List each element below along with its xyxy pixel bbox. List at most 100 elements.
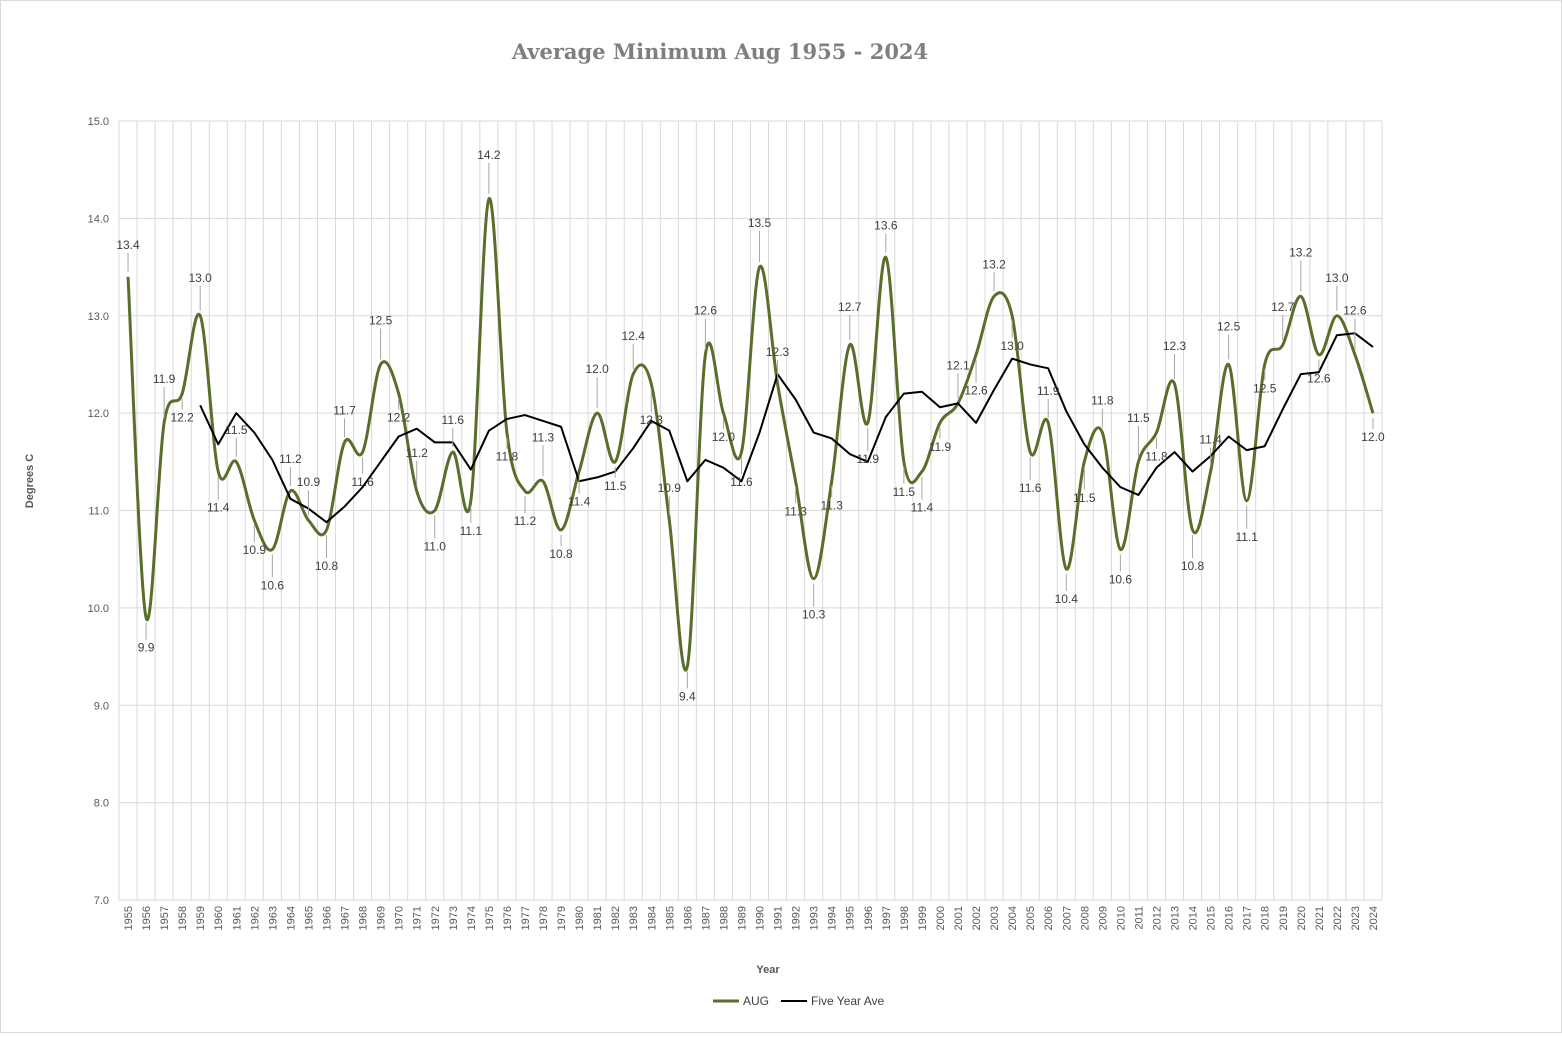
- data-label: 10.8: [549, 547, 573, 561]
- data-label: 11.1: [460, 524, 483, 538]
- data-label: 10.8: [1181, 559, 1205, 573]
- data-label: 13.0: [1000, 339, 1024, 353]
- x-tick-label: 1999: [917, 906, 929, 930]
- x-tick-label: 2008: [1079, 906, 1091, 930]
- x-tick-label: 2014: [1188, 906, 1200, 930]
- x-tick-label: 2012: [1151, 906, 1163, 930]
- data-label: 11.5: [1127, 411, 1150, 425]
- data-label: 11.4: [568, 495, 591, 509]
- x-tick-label: 1968: [358, 906, 370, 930]
- data-label: 9.9: [138, 641, 155, 655]
- y-tick-label: 11.0: [88, 506, 109, 518]
- x-tick-label: 2007: [1061, 906, 1073, 930]
- x-tick-label: 1972: [430, 906, 442, 930]
- data-label: 13.0: [1325, 271, 1349, 285]
- x-tick-label: 1990: [755, 906, 767, 930]
- y-tick-label: 9.0: [94, 700, 109, 712]
- x-tick-label: 2016: [1224, 906, 1236, 930]
- plot-grid: [118, 120, 1383, 901]
- data-label: 11.8: [496, 450, 519, 464]
- data-label: 11.4: [207, 501, 230, 515]
- data-label: 10.9: [297, 475, 321, 489]
- data-label: 9.4: [679, 689, 696, 703]
- x-tick-label: 1985: [664, 906, 676, 930]
- x-tick-label: 1971: [412, 906, 424, 930]
- data-label: 10.9: [658, 481, 682, 495]
- data-label: 12.5: [369, 313, 393, 327]
- x-tick-label: 2021: [1314, 906, 1326, 930]
- x-tick-label: 1975: [484, 906, 496, 930]
- data-label: 13.4: [116, 238, 140, 252]
- data-label: 12.4: [622, 329, 646, 343]
- data-label: 11.9: [929, 440, 952, 454]
- y-tick-label: 15.0: [88, 116, 109, 128]
- data-label: 12.6: [1343, 304, 1367, 318]
- data-label: 11.6: [730, 475, 753, 489]
- x-tick-label: 2024: [1368, 906, 1380, 930]
- data-label: 11.5: [225, 423, 248, 437]
- data-label: 10.4: [1055, 592, 1079, 606]
- x-tick-label: 2001: [953, 906, 965, 930]
- x-tick-label: 1996: [863, 906, 875, 930]
- legend-label-five-year-ave: Five Year Ave: [811, 994, 884, 1008]
- x-tick-label: 1998: [899, 906, 911, 930]
- data-label: 12.5: [1217, 319, 1241, 333]
- y-tick-label: 12.0: [88, 408, 109, 420]
- y-tick-label: 10.0: [88, 603, 109, 615]
- x-tick-label: 2004: [1007, 906, 1019, 930]
- data-label: 10.6: [1109, 572, 1133, 586]
- data-label: 12.2: [170, 411, 194, 425]
- data-label: 11.3: [820, 498, 843, 512]
- data-label: 12.6: [1307, 372, 1331, 386]
- data-label: 11.6: [442, 413, 465, 427]
- x-tick-label: 2017: [1242, 906, 1254, 930]
- data-label: 13.2: [982, 257, 1006, 271]
- data-label: 11.3: [784, 504, 807, 518]
- y-tick-label: 14.0: [88, 213, 109, 225]
- x-tick-label: 1994: [827, 906, 839, 930]
- x-tick-label: 1989: [736, 906, 748, 930]
- x-tick-label: 1966: [321, 906, 333, 930]
- data-label: 11.2: [279, 452, 302, 466]
- y-tick-label: 8.0: [94, 798, 109, 810]
- data-labels: 13.4 9.9 11.9 12.2 13.0 11.4 11.5 10.9 10.6 11.2 1…: [116, 148, 1385, 703]
- x-tick-label: 1959: [195, 906, 207, 930]
- data-label: 11.6: [1019, 481, 1042, 495]
- data-label: 11.4: [1199, 433, 1222, 447]
- x-tick-label: 1958: [177, 906, 189, 930]
- data-label: 13.6: [874, 218, 898, 232]
- y-axis-ticks: 7.0 8.0 9.0 10.0 11.0 12.0 13.0 14.0 15.0: [88, 116, 109, 907]
- data-label: 11.4: [911, 501, 934, 515]
- x-tick-label: 1980: [574, 906, 586, 930]
- data-label: 10.6: [261, 578, 285, 592]
- x-tick-label: 1961: [231, 906, 243, 930]
- data-label: 14.2: [477, 148, 501, 162]
- x-tick-label: 2005: [1025, 906, 1037, 930]
- data-label: 11.8: [1145, 450, 1168, 464]
- x-tick-label: 2023: [1350, 906, 1362, 930]
- data-label: 12.0: [585, 362, 609, 376]
- x-tick-label: 1983: [628, 906, 640, 930]
- x-tick-label: 1973: [448, 906, 460, 930]
- x-tick-label: 1986: [682, 906, 694, 930]
- x-tick-label: 2009: [1097, 906, 1109, 930]
- x-tick-label: 2002: [971, 906, 983, 930]
- x-axis-title: Year: [756, 964, 780, 976]
- data-label: 12.7: [1271, 300, 1295, 314]
- data-label: 11.5: [604, 479, 627, 493]
- data-label: 11.5: [1073, 491, 1096, 505]
- x-tick-label: 1995: [845, 906, 857, 930]
- data-label: 11.5: [893, 485, 916, 499]
- x-tick-label: 1965: [303, 906, 315, 930]
- series-line-aug: [126, 197, 1375, 672]
- data-label: 12.7: [838, 300, 862, 314]
- x-tick-label: 2019: [1278, 906, 1290, 930]
- data-label: 13.2: [1289, 245, 1313, 259]
- data-label: 12.6: [964, 384, 988, 398]
- data-label: 11.1: [1235, 530, 1258, 544]
- x-tick-label: 1969: [376, 906, 388, 930]
- x-tick-label: 1977: [520, 906, 532, 930]
- x-tick-label: 2015: [1206, 906, 1218, 930]
